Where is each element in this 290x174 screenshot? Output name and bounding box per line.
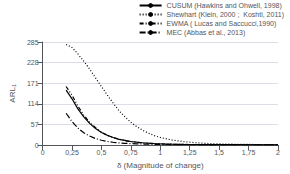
svg-text:1,25: 1,25 [183, 149, 197, 156]
svg-text:CUSUM (Hawkins and Ohwell, 199: CUSUM (Hawkins and Ohwell, 1998) [167, 2, 282, 10]
svg-text:MEC (Abbas et al., 2013): MEC (Abbas et al., 2013) [167, 29, 246, 37]
svg-text:2: 2 [276, 149, 280, 156]
svg-text:0: 0 [35, 142, 39, 149]
svg-text:171: 171 [27, 80, 39, 87]
svg-text:228: 228 [27, 59, 39, 66]
svg-text:57: 57 [31, 121, 39, 128]
svg-text:ARL₁: ARL₁ [8, 84, 17, 103]
svg-text:0: 0 [41, 149, 45, 156]
svg-text:0,25: 0,25 [65, 149, 79, 156]
svg-text:Shewhart (Klein, 2000 ; Kosht: Shewhart (Klein, 2000 ; Koshti, 2011) [167, 11, 284, 19]
svg-text:0,75: 0,75 [124, 149, 138, 156]
svg-text:285: 285 [27, 39, 39, 46]
svg-text:1,75: 1,75 [242, 149, 256, 156]
svg-text:δ (Magnitude of change): δ (Magnitude of change) [117, 161, 204, 170]
svg-text:1,5: 1,5 [214, 149, 224, 156]
svg-text:0,5: 0,5 [97, 149, 107, 156]
svg-text:114: 114 [27, 100, 38, 107]
svg-text:EWMA ( Lucas and Saccucci,1990: EWMA ( Lucas and Saccucci,1990) [167, 20, 277, 28]
svg-text:1: 1 [158, 149, 162, 156]
